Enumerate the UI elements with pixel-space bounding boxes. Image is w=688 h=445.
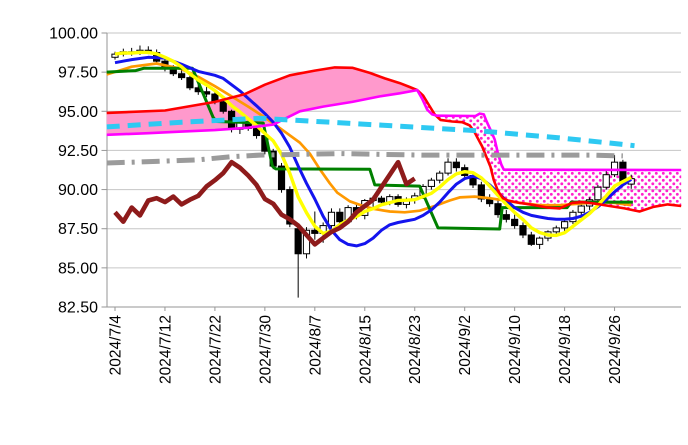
candle [536,236,544,250]
candle [186,75,194,91]
candle-body-down [286,189,294,225]
candle [577,203,585,217]
candle [502,209,510,223]
y-axis-label: 82.50 [58,300,98,317]
candle-body-down [527,234,535,245]
x-axis-label: 2024/7/12 [157,315,174,384]
candle-body-down [336,211,344,223]
x-axis-label: 2024/9/18 [557,315,574,384]
y-axis-label: 90.00 [58,182,98,199]
candle-body-down [477,184,485,200]
x-axis-label: 2024/8/7 [307,315,324,375]
series-mid-average-blue [114,55,633,248]
candle [594,184,602,203]
x-axis-label: 2024/7/22 [207,315,224,384]
ichimoku-cloud-solid [106,67,418,135]
candle [561,219,569,232]
candle-body-down [311,229,319,234]
candle-body-down [169,68,177,75]
y-axis-label: 97.50 [58,65,98,82]
candle-body-down [186,77,194,89]
candle-body-up [302,229,311,255]
candle [219,99,227,114]
candle-body-up [327,211,336,227]
candle-body-up [552,227,560,233]
x-axis-label: 2024/8/15 [357,315,374,384]
candle-body-down [519,225,527,236]
candle [178,69,186,80]
candle-body-up [427,179,435,187]
ichimoku-cloud-dotted [417,90,682,212]
candle-body-down [511,218,519,227]
candle-body-down [452,161,460,169]
candle-body-up [444,161,452,174]
x-axis-label: 2024/9/10 [507,315,524,384]
y-axis-label: 87.50 [58,221,98,238]
y-axis-label: 92.50 [58,143,98,160]
candle-body-down [252,128,261,137]
x-axis-label: 2024/7/4 [108,315,125,376]
candle [444,158,452,176]
x-axis-label: 2024/9/2 [457,315,474,375]
y-axis-label: 85.00 [58,260,98,277]
candle-body-up [577,205,585,213]
candle-body-down [377,197,386,203]
candle [527,231,535,246]
candle-body-up [594,186,602,201]
candle-body-up [111,53,119,58]
candle-body-up [536,237,544,245]
x-axis-label: 2024/7/30 [257,315,274,384]
candle-body-down [219,101,227,112]
series-longest-average-gray-dashdot [106,151,623,166]
y-axis-label: 95.00 [58,104,98,121]
candle-body-down [178,73,186,79]
series-fast-average-yellow [114,50,632,238]
candle [452,158,460,172]
candle [610,155,619,178]
y-axis-label: 100.00 [49,26,98,43]
x-axis-label: 2024/8/23 [407,315,424,384]
candle-body-down [294,228,302,255]
candle [477,181,485,203]
candle [436,170,444,184]
candle [486,194,494,207]
candle-body-down [502,214,510,220]
candle-body-up [561,221,569,229]
x-axis-label: 2024/9/26 [607,315,624,384]
candle [602,170,610,190]
candle [427,177,435,190]
series-senkou-span-b [106,88,682,172]
candle-body-down [277,165,286,191]
candle [511,214,519,229]
candle [327,208,336,231]
candle-body-up [610,161,619,176]
candle [294,225,302,298]
candle [519,222,527,239]
candle-body-up [436,172,444,181]
candle-body-up [602,174,610,188]
series-lagging-span-maroon [113,159,416,247]
